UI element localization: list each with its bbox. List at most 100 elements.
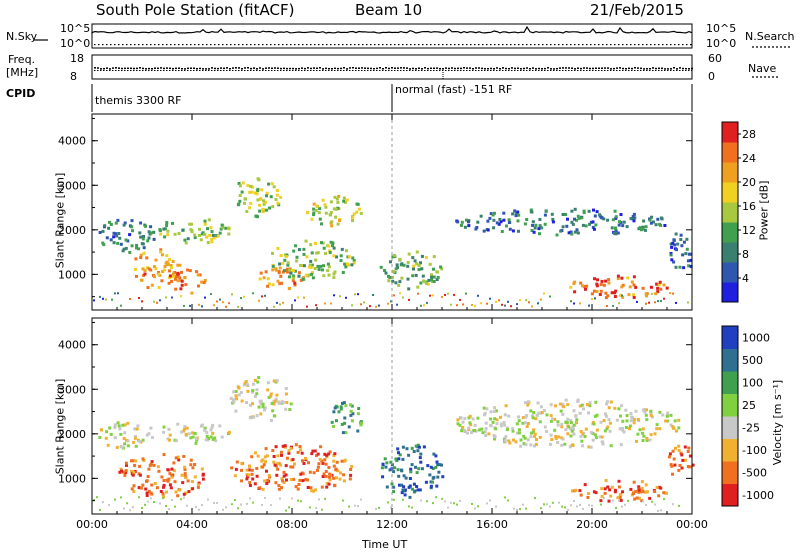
clutter-cell xyxy=(471,304,473,306)
range-cell xyxy=(672,457,676,461)
range-cell xyxy=(559,229,563,233)
range-cell xyxy=(167,477,171,481)
range-cell xyxy=(336,222,340,226)
range-cell xyxy=(572,409,576,413)
nsearch-dot xyxy=(562,44,564,46)
range-cell xyxy=(253,191,257,195)
range-cell xyxy=(349,413,353,417)
range-cell xyxy=(132,459,135,463)
range-cell xyxy=(284,255,288,258)
range-cell xyxy=(613,295,617,298)
range-cell xyxy=(289,447,293,450)
freq-dot xyxy=(151,68,153,70)
range-cell xyxy=(310,251,314,255)
nave-dot xyxy=(361,70,363,71)
range-cell xyxy=(292,249,296,253)
clutter-cell xyxy=(645,302,647,305)
range-cell xyxy=(268,206,271,210)
range-cell xyxy=(162,483,166,487)
nave-dot xyxy=(190,70,192,71)
range-cell xyxy=(545,413,549,417)
range-cell xyxy=(511,229,515,233)
range-cell xyxy=(635,439,638,443)
freq-dot xyxy=(355,67,357,69)
range-cell xyxy=(194,441,198,445)
range-cell xyxy=(140,242,144,246)
nave-dot xyxy=(148,70,150,71)
nave-dot xyxy=(346,70,348,71)
nave-dot xyxy=(592,70,594,71)
nsearch-dot xyxy=(218,44,220,46)
range-cell xyxy=(407,287,411,291)
range-cell xyxy=(507,439,511,443)
range-cell xyxy=(600,440,604,444)
range-cell xyxy=(345,249,348,253)
nave-dot xyxy=(529,70,531,71)
nave-dot xyxy=(415,70,417,71)
range-cell xyxy=(570,209,574,213)
clutter-cell xyxy=(579,504,581,506)
nave-dot xyxy=(211,70,213,71)
clutter-cell xyxy=(225,506,227,509)
range-cell xyxy=(537,411,541,415)
range-cell xyxy=(250,472,254,476)
range-cell xyxy=(608,429,612,433)
range-cell xyxy=(581,444,585,448)
colorbar-tick-label: 20 xyxy=(742,176,756,189)
freq-dot xyxy=(514,67,516,70)
nave-dot xyxy=(313,70,315,71)
freq-dot xyxy=(439,67,441,70)
range-cell xyxy=(255,414,259,418)
nsearch-dot xyxy=(298,44,300,46)
range-cell xyxy=(460,220,464,224)
range-cell xyxy=(166,479,170,483)
freq-dot xyxy=(292,67,294,70)
y-tick-label: 2000 xyxy=(58,224,86,237)
nsearch-dot xyxy=(114,44,116,46)
nave-dot xyxy=(208,70,210,71)
freq-dot xyxy=(277,67,279,69)
clutter-cell xyxy=(174,505,176,508)
range-cell xyxy=(553,417,557,421)
nsearch-dot xyxy=(322,44,324,46)
clutter-cell xyxy=(657,509,659,512)
range-cell xyxy=(299,472,303,476)
range-cell xyxy=(316,264,320,268)
range-cell xyxy=(340,422,344,426)
range-cell xyxy=(554,436,558,440)
freq-dot xyxy=(139,67,141,69)
range-cell xyxy=(491,213,495,217)
range-cell xyxy=(337,194,341,198)
range-cell xyxy=(473,423,477,427)
range-cell xyxy=(416,445,420,449)
range-cell xyxy=(146,475,150,478)
x-tick-label: 12:00 xyxy=(376,518,408,531)
range-cell xyxy=(139,486,143,490)
range-cell xyxy=(219,227,223,231)
range-cell xyxy=(551,417,555,421)
range-cell xyxy=(388,468,392,472)
range-cell xyxy=(176,272,180,276)
range-cell xyxy=(677,418,681,422)
range-cell xyxy=(402,485,406,489)
freq-dot xyxy=(562,67,564,69)
range-cell xyxy=(584,224,588,228)
range-cell xyxy=(587,492,591,495)
nsearch-dot xyxy=(270,44,272,46)
range-cell xyxy=(604,412,607,416)
range-cell xyxy=(264,200,267,204)
range-cell xyxy=(325,455,329,459)
range-cell xyxy=(270,182,274,186)
range-cell xyxy=(414,444,418,448)
range-cell xyxy=(102,243,106,247)
clutter-cell xyxy=(654,503,656,506)
freq-dot xyxy=(535,68,537,70)
range-cell xyxy=(240,479,243,483)
date-label: 21/Feb/2015 xyxy=(590,1,684,19)
range-cell xyxy=(620,404,624,408)
range-cell xyxy=(126,444,130,448)
range-cell xyxy=(131,229,134,233)
range-cell xyxy=(425,281,429,285)
range-cell xyxy=(124,471,128,474)
range-cell xyxy=(564,398,568,402)
